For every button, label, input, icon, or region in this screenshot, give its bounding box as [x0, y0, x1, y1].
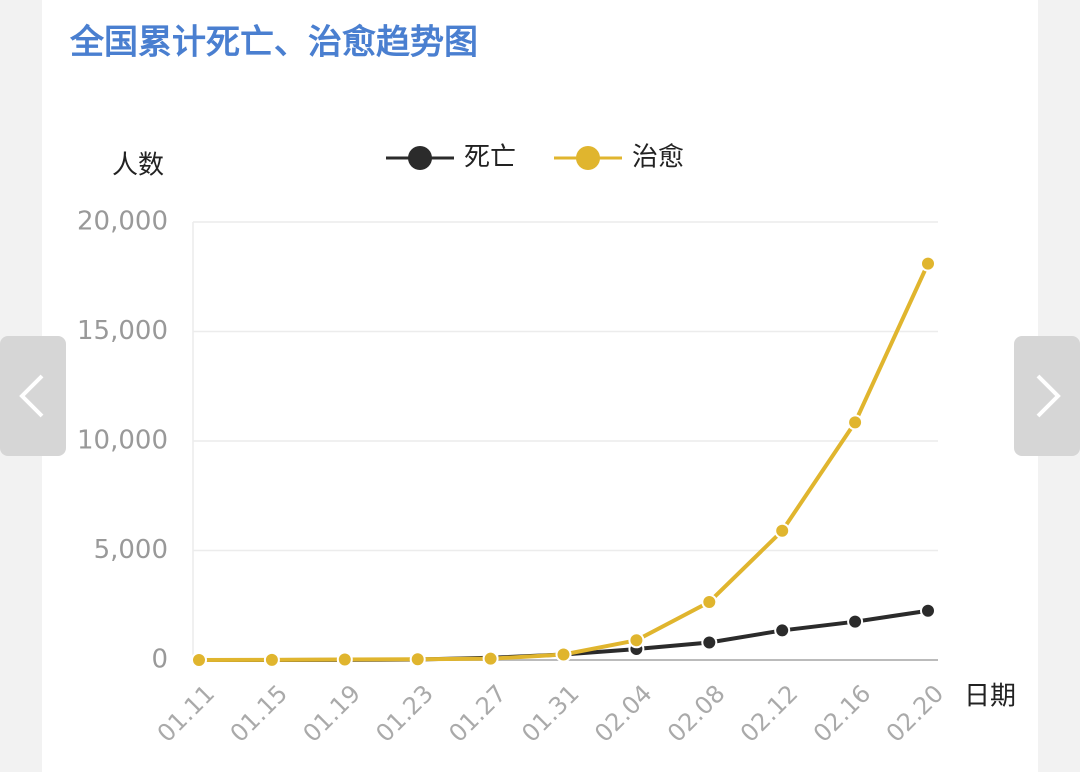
legend-marker	[408, 146, 432, 170]
point	[409, 651, 426, 668]
point	[263, 651, 280, 668]
point	[482, 650, 499, 667]
point	[555, 646, 572, 663]
prev-button[interactable]	[0, 336, 66, 456]
prev-button-bg[interactable]	[0, 336, 66, 456]
point	[701, 593, 718, 610]
point	[191, 652, 207, 668]
y-tick-label: 20,000	[77, 207, 168, 237]
point	[628, 632, 645, 649]
y-axis-label: 人数	[112, 151, 164, 181]
point	[774, 622, 791, 639]
legend-label: 治愈	[632, 143, 684, 173]
y-tick-label: 10,000	[77, 426, 168, 456]
y-tick-label: 15,000	[77, 316, 168, 346]
next-arrow[interactable]	[1036, 374, 1061, 418]
x-axis-label: 日期	[964, 682, 1016, 712]
y-tick-label: 5,000	[94, 535, 168, 565]
point	[336, 651, 353, 668]
chart-title: 全国累计死亡、治愈趋势图	[69, 23, 478, 63]
point	[847, 613, 864, 630]
point	[701, 634, 718, 651]
point	[774, 522, 791, 539]
point	[847, 414, 864, 431]
series	[191, 255, 936, 668]
point	[920, 602, 936, 619]
next-button[interactable]	[1014, 336, 1080, 456]
legend-label: 死亡	[464, 143, 516, 173]
legend-marker	[576, 146, 600, 170]
point	[920, 255, 936, 272]
y-tick-label: 0	[151, 645, 168, 675]
prev-arrow[interactable]	[19, 374, 44, 418]
next-button-bg[interactable]	[1014, 336, 1080, 456]
